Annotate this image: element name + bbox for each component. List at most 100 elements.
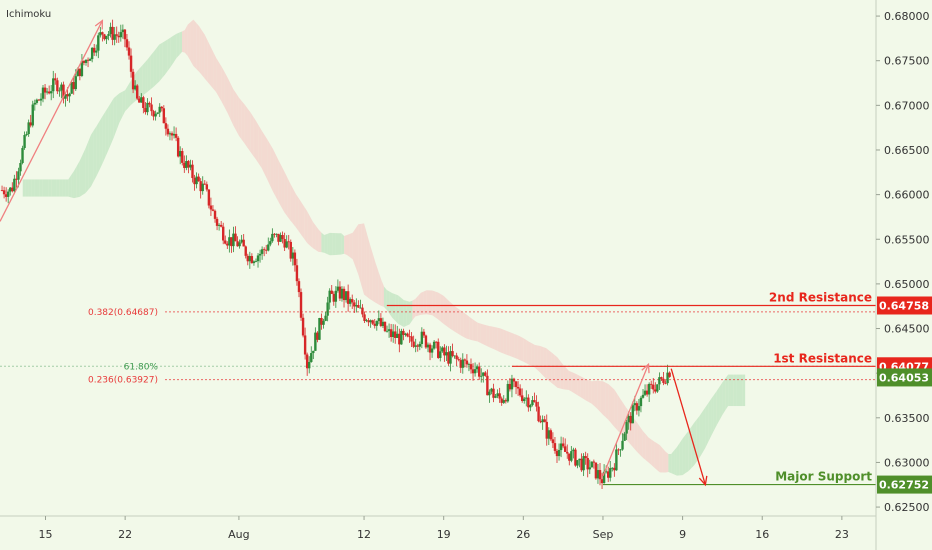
candle-body (594, 462, 598, 479)
candle-body (338, 286, 342, 299)
cloud-segment-bear (369, 243, 373, 301)
candle-body (459, 360, 462, 368)
candle-body (125, 39, 129, 48)
cloud-segment-bear (588, 380, 592, 404)
candle-body (520, 395, 524, 401)
candle-body (54, 78, 57, 81)
cloud-segment-bull (147, 55, 151, 92)
candlesticks (0, 19, 671, 490)
cloud-segment-bear (529, 341, 532, 367)
candle-body (117, 35, 120, 38)
candle-body (90, 47, 94, 60)
candle-body (140, 97, 143, 103)
candle-body (207, 189, 211, 206)
cloud-segment-bull (85, 141, 89, 194)
cloud-segment-bull (705, 403, 709, 448)
arrow-head (641, 362, 650, 374)
candle-body (226, 243, 229, 246)
projection-arrow (670, 368, 706, 485)
candle-body (604, 471, 608, 473)
candle-body (312, 350, 315, 354)
cloud-segment-bear (221, 67, 225, 108)
candle-body (445, 352, 448, 356)
candle-body (582, 456, 585, 471)
cloud-segment-bull (68, 175, 72, 198)
candle-body (156, 112, 159, 114)
candle-body (203, 183, 206, 185)
candle-body (402, 330, 405, 335)
candle-body (539, 421, 542, 423)
cloud-segment-bear (449, 301, 453, 331)
candle-body (359, 307, 362, 309)
cloud-segment-bear (187, 22, 191, 62)
cloud-segment-bear (486, 325, 490, 348)
cloud-segment-bear (642, 430, 646, 460)
candle-body (543, 419, 546, 422)
candle-body (254, 261, 258, 262)
candle-body (613, 467, 616, 471)
candle-body (383, 321, 387, 332)
candle-body (107, 34, 110, 36)
cloud-segment-bull (688, 427, 692, 472)
candle-body (47, 91, 51, 94)
candle-body (387, 329, 391, 331)
candle-body (170, 133, 174, 136)
candle-body (619, 449, 622, 451)
candle-body (11, 187, 14, 192)
candle-body (627, 415, 630, 423)
candle-body (314, 332, 317, 351)
cloud-segment-bull (713, 391, 717, 431)
cloud-segment-bear (622, 402, 626, 439)
y-tick-label: 0.68000 (884, 10, 930, 23)
cloud-segment-bull (392, 293, 396, 321)
cloud-segment-bull (389, 291, 393, 318)
cloud-segment-bear (511, 332, 515, 358)
cloud-segment-bear (472, 318, 475, 341)
candle-body (27, 122, 30, 135)
candle-body (666, 372, 669, 384)
cloud-segment-bear (213, 52, 217, 93)
candle-body (557, 450, 561, 457)
candle-body (109, 26, 112, 35)
cloud-segment-bear (469, 316, 473, 341)
annotation-arrows (0, 19, 708, 487)
candle-body (410, 336, 413, 342)
cloud-segment-bull (22, 179, 26, 197)
y-tick-label: 0.67000 (884, 99, 930, 112)
arrow-head (698, 475, 708, 487)
cloud-segment-bull (62, 179, 66, 197)
cloud-segment-bear (654, 441, 657, 470)
cloud-segment-bear (617, 393, 621, 434)
cloud-segment-bear (551, 352, 555, 386)
candle-body (56, 80, 59, 92)
cloud-segment-bull (142, 62, 146, 96)
candle-body (195, 176, 198, 185)
cloud-segment-bull (122, 90, 126, 117)
candle-body (260, 249, 264, 254)
time-axis[interactable]: 15 22 Aug 12 19 26 Sep 9 16 23 (39, 516, 849, 541)
candle-body (611, 467, 614, 469)
cloud-segment-bear (298, 198, 302, 236)
candle-body (146, 102, 149, 113)
cloud-segment-bull (79, 154, 83, 197)
candle-body (176, 137, 180, 157)
cloud-segment-bear (207, 40, 211, 86)
cloud-segment-bull (36, 179, 40, 197)
candle-body (197, 176, 200, 182)
cloud-segment-bull (48, 179, 52, 197)
support-label: Major Support (775, 470, 872, 484)
candle-body (138, 98, 141, 103)
cloud-segment-bull (96, 121, 100, 176)
cloud-segment-bull (88, 134, 92, 190)
candle-body (191, 164, 194, 178)
x-tick-label: 16 (755, 528, 769, 541)
cloud-segment-bull (674, 447, 677, 476)
candle-body (463, 359, 467, 361)
cloud-segment-bear (546, 348, 549, 381)
cloud-segment-bear (659, 445, 663, 473)
cloud-segment-bull (34, 179, 37, 197)
candle-body (277, 233, 280, 242)
cloud-segment-bull (159, 42, 163, 82)
indicator-label[interactable]: Ichimoku (6, 9, 52, 20)
